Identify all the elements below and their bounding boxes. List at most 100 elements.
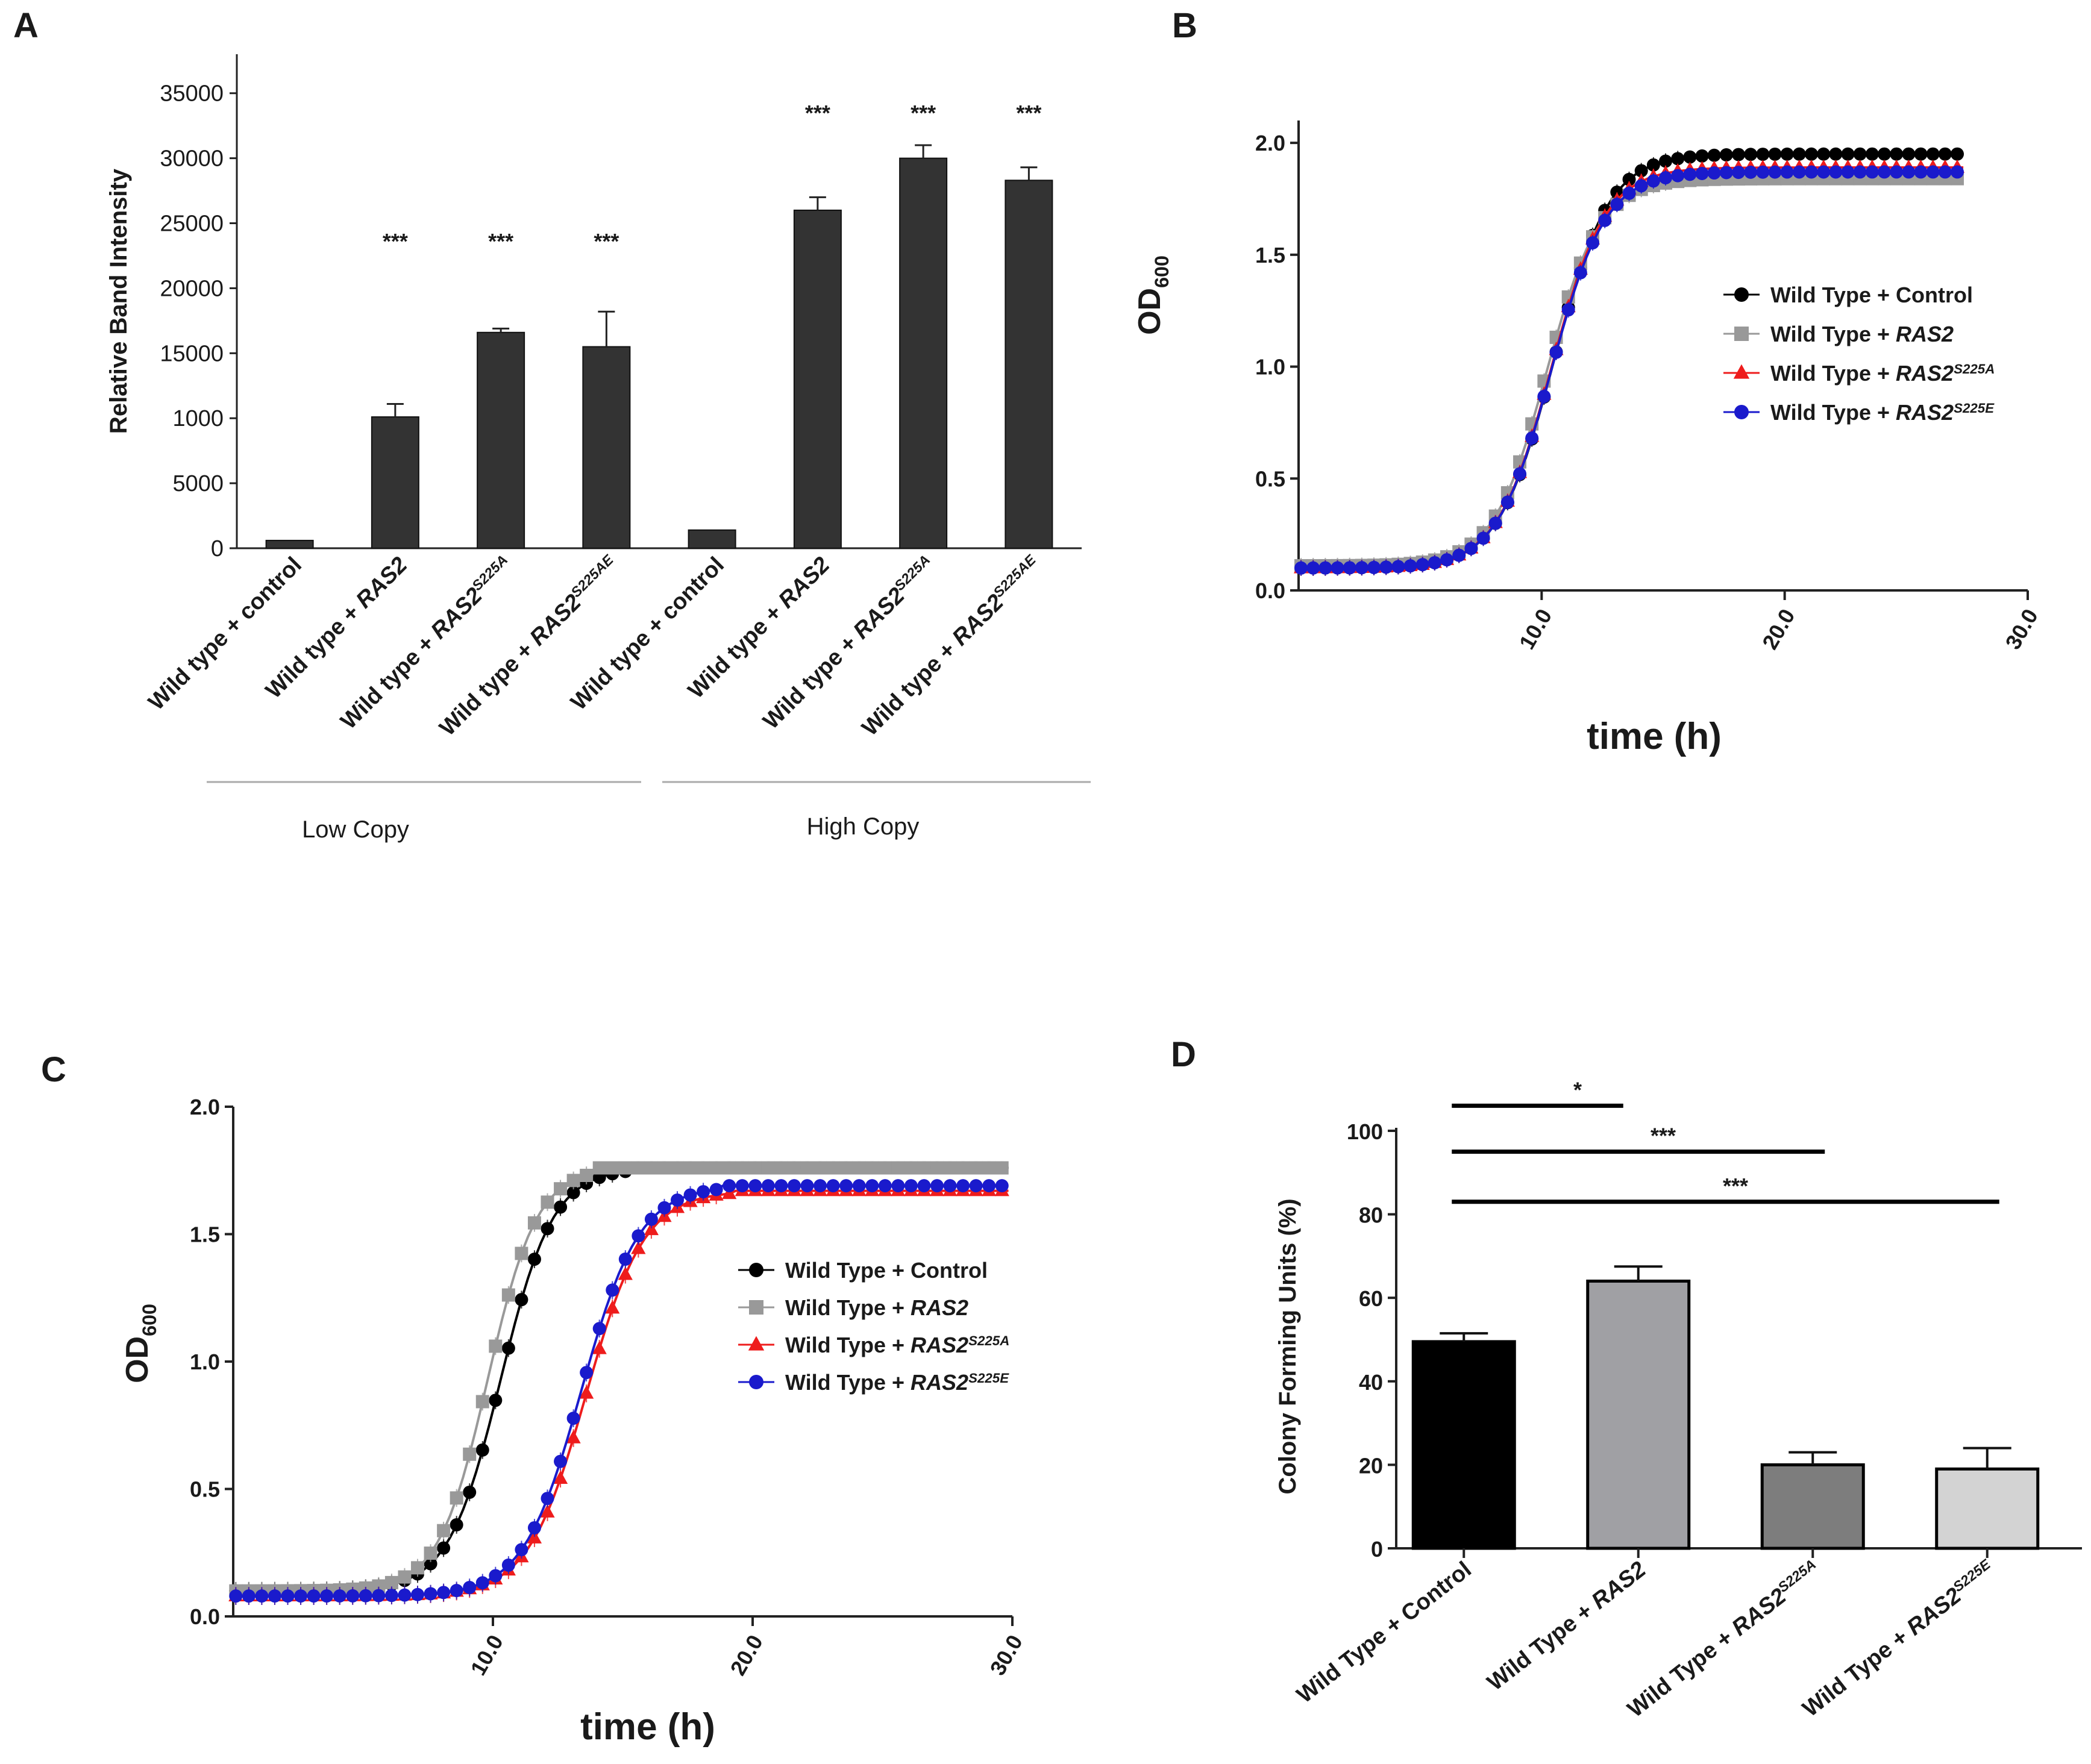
category-label-gene: RAS2: [351, 552, 412, 613]
data-point: [1829, 147, 1843, 161]
data-point: [735, 1161, 749, 1175]
data-point: [463, 1447, 477, 1461]
data-point: [1683, 150, 1697, 164]
data-point: [814, 1161, 827, 1175]
data-point: [1878, 147, 1892, 161]
data-point: [631, 1240, 646, 1254]
data-point: [814, 1179, 827, 1193]
data-point: [1817, 147, 1831, 161]
data-point: [800, 1179, 814, 1193]
data-point: [359, 1589, 372, 1603]
data-point: [1659, 171, 1673, 185]
data-point: [644, 1222, 659, 1236]
legend-label-gene: RAS2: [1896, 361, 1954, 386]
legend-label-base: Wild Type +: [1770, 361, 1896, 386]
legend-marker: [1734, 327, 1749, 341]
y-tick-label: 1.0: [190, 1350, 220, 1374]
data-point: [566, 1430, 581, 1443]
legend-label-base: Wild Type + Control: [785, 1258, 988, 1283]
data-point: [1622, 186, 1636, 200]
legend-label: Wild Type + RAS2: [1770, 322, 1954, 346]
data-point: [618, 1161, 632, 1175]
significance-marker: ***: [488, 229, 513, 254]
data-point: [463, 1485, 477, 1499]
data-point: [1306, 561, 1320, 575]
data-point: [904, 1179, 918, 1193]
significance-marker: ***: [805, 101, 830, 125]
data-point: [294, 1589, 308, 1603]
data-point: [540, 1504, 555, 1518]
data-point: [554, 1200, 568, 1214]
data-point: [527, 1521, 541, 1534]
data-point: [1951, 147, 1964, 161]
data-point: [475, 1395, 489, 1409]
legend-marker: [749, 1375, 763, 1389]
data-point: [761, 1179, 775, 1193]
data-point: [501, 1341, 515, 1355]
legend-label-base: Wild Type + Control: [1770, 283, 1973, 307]
legend-label-sup: S225A: [968, 1333, 1009, 1348]
data-point: [657, 1201, 671, 1215]
data-point: [1744, 148, 1758, 161]
category-label-base: Wild Type + Control: [1292, 1557, 1476, 1708]
data-point: [1707, 166, 1721, 180]
group-label: Low Copy: [302, 816, 409, 843]
data-point: [722, 1186, 737, 1199]
data-point: [592, 1322, 606, 1336]
data-point: [1707, 148, 1721, 162]
data-point: [268, 1589, 281, 1603]
category-label-base: Wild type +: [857, 633, 966, 741]
data-point: [1500, 495, 1514, 509]
data-point: [917, 1179, 931, 1193]
data-point: [852, 1161, 866, 1175]
y-tick-label: 20000: [160, 276, 224, 301]
x-tick-label: 10.0: [465, 1631, 508, 1680]
data-point: [969, 1161, 983, 1175]
bar: [688, 529, 736, 549]
y-tick-label: 20: [1359, 1453, 1383, 1478]
data-point: [1914, 165, 1928, 179]
category-label: Wild type + RAS2S225AE: [434, 551, 624, 741]
legend-label-sup: S225A: [1954, 361, 1995, 377]
x-tick-label: 30.0: [985, 1631, 1027, 1680]
data-point: [566, 1174, 580, 1187]
data-point: [605, 1300, 620, 1314]
category-label: Wild Type + Control: [1292, 1557, 1476, 1708]
x-tick-label: 30.0: [2000, 605, 2043, 654]
y-tick-label: 0.5: [1255, 466, 1285, 491]
data-point: [995, 1161, 1009, 1175]
series-group: [1294, 165, 1964, 576]
bar: [477, 331, 525, 549]
y-tick-label: 0: [211, 536, 224, 561]
data-point: [1768, 165, 1782, 179]
data-point: [307, 1589, 321, 1603]
data-point: [1476, 531, 1490, 545]
data-point: [437, 1524, 451, 1537]
data-point: [501, 1288, 515, 1302]
data-point: [1428, 556, 1441, 570]
data-point: [527, 1253, 541, 1266]
data-point: [1440, 553, 1454, 567]
data-point: [917, 1161, 931, 1175]
data-point: [515, 1543, 528, 1557]
bar: [1760, 1463, 1865, 1550]
series-group: [229, 1179, 1009, 1605]
data-point: [697, 1161, 710, 1175]
data-point: [1695, 149, 1709, 163]
data-point: [1622, 172, 1636, 186]
data-point: [1817, 165, 1831, 179]
data-point: [1926, 147, 1940, 161]
data-point: [489, 1339, 503, 1353]
x-tick-label: 20.0: [1757, 605, 1800, 654]
data-point: [333, 1589, 346, 1603]
data-point: [709, 1161, 723, 1175]
data-point: [384, 1575, 398, 1589]
data-point: [683, 1188, 697, 1202]
y-tick-label: 40: [1359, 1370, 1383, 1395]
data-point: [1464, 542, 1478, 555]
bar: [899, 157, 948, 549]
data-point: [671, 1161, 685, 1175]
legend-marker: [1733, 364, 1750, 379]
data-point: [1865, 165, 1879, 179]
data-point: [554, 1454, 568, 1468]
